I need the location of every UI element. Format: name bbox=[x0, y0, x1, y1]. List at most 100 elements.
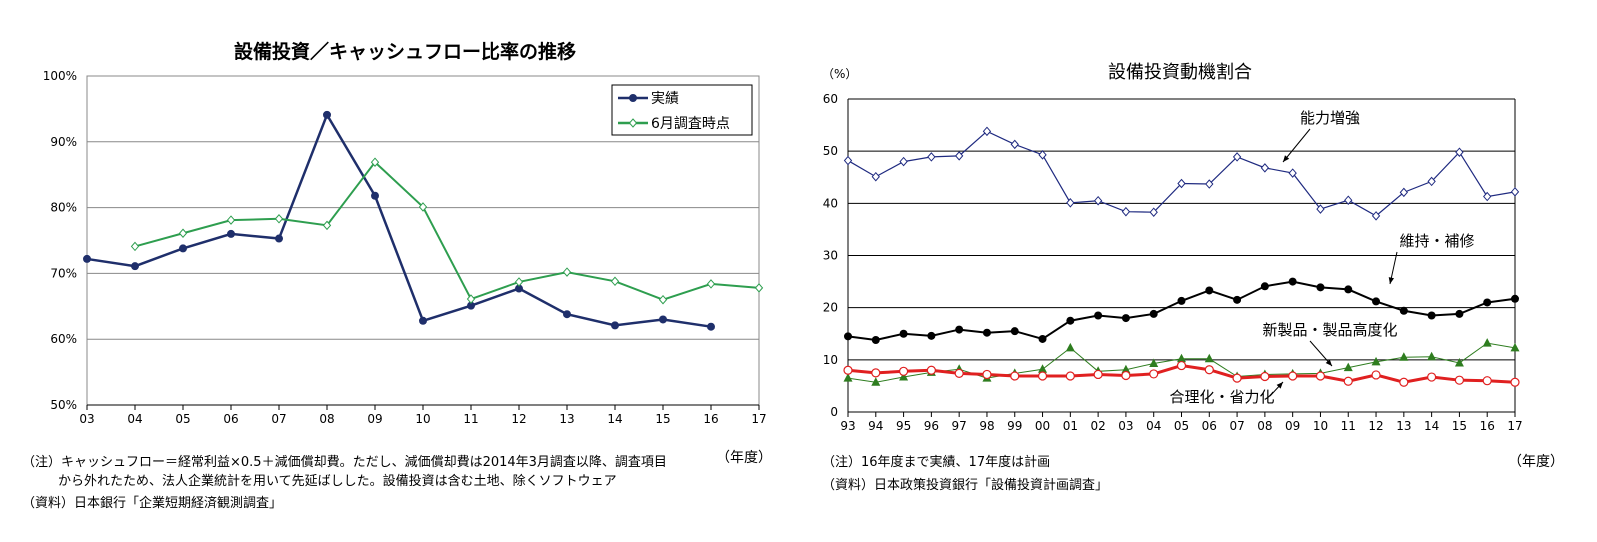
data-point bbox=[1038, 334, 1047, 343]
legend-marker bbox=[629, 94, 637, 102]
data-point bbox=[1038, 364, 1048, 373]
data-point bbox=[1260, 371, 1270, 382]
series-label-1: 維持・補修 bbox=[1399, 232, 1474, 250]
data-point bbox=[659, 315, 667, 324]
x-tick-label: 03 bbox=[1118, 419, 1133, 433]
data-point bbox=[1177, 178, 1186, 189]
data-point bbox=[1149, 369, 1159, 379]
data-point bbox=[1010, 371, 1020, 381]
data-point bbox=[1204, 353, 1214, 363]
x-tick-label: 10 bbox=[1313, 419, 1328, 433]
data-point bbox=[1427, 351, 1437, 361]
x-tick-label: 05 bbox=[175, 412, 190, 426]
x-tick-label: 17 bbox=[1507, 419, 1522, 433]
data-point bbox=[1427, 176, 1436, 187]
data-point bbox=[1372, 297, 1381, 306]
data-point bbox=[1233, 295, 1242, 304]
y-tick-label: 20 bbox=[823, 301, 838, 315]
data-point bbox=[1510, 377, 1520, 387]
arrow-head bbox=[1325, 359, 1332, 366]
data-point bbox=[371, 191, 379, 200]
data-point bbox=[1177, 296, 1186, 305]
x-tick-label: 06 bbox=[223, 412, 238, 426]
data-point bbox=[1316, 204, 1325, 214]
x-tick-label: 00 bbox=[1035, 419, 1050, 433]
x-tick-label: 98 bbox=[979, 419, 994, 433]
data-point bbox=[1455, 309, 1464, 318]
y-tick-label: 60% bbox=[50, 332, 77, 346]
data-point bbox=[1205, 286, 1214, 295]
data-point bbox=[899, 372, 909, 381]
data-point bbox=[419, 316, 427, 325]
data-point bbox=[130, 241, 140, 252]
series-label-3: 合理化・省力化 bbox=[1169, 388, 1274, 406]
data-point bbox=[658, 294, 668, 305]
x-tick-label: 15 bbox=[655, 412, 670, 426]
data-point bbox=[1038, 150, 1047, 160]
data-point bbox=[843, 155, 853, 166]
x-tick-label: 08 bbox=[319, 412, 334, 426]
data-point bbox=[466, 294, 476, 304]
data-point bbox=[1094, 311, 1103, 320]
y-tick-label: 30 bbox=[823, 249, 838, 263]
x-tick-label: 04 bbox=[1146, 419, 1161, 433]
data-point bbox=[899, 329, 908, 338]
x-tick-label: 94 bbox=[868, 419, 883, 433]
left-source: （資料）日本銀行「企業短期経済観測調査」 bbox=[22, 496, 283, 511]
data-point bbox=[1482, 338, 1492, 347]
data-point bbox=[1121, 314, 1130, 323]
data-point bbox=[1093, 369, 1103, 380]
data-point bbox=[898, 366, 909, 376]
data-point bbox=[871, 171, 880, 182]
x-tick-label: 99 bbox=[1007, 419, 1022, 433]
x-tick-label: 16 bbox=[703, 412, 718, 426]
x-tick-label: 93 bbox=[840, 419, 855, 433]
y-tick-label: 0 bbox=[830, 405, 838, 419]
data-point bbox=[178, 228, 188, 239]
data-point bbox=[899, 156, 908, 167]
data-point bbox=[927, 152, 936, 162]
x-tick-label: 96 bbox=[924, 419, 939, 433]
data-point bbox=[1510, 342, 1520, 352]
data-point bbox=[611, 321, 619, 330]
x-tick-label: 16 bbox=[1480, 419, 1495, 433]
data-point bbox=[707, 322, 715, 331]
y-tick-label: 50% bbox=[50, 398, 77, 412]
data-point bbox=[1066, 316, 1075, 325]
data-point bbox=[1204, 365, 1214, 375]
data-point bbox=[370, 157, 380, 167]
series-line-1 bbox=[847, 280, 1516, 342]
series-label-0: 能力増強 bbox=[1300, 109, 1360, 127]
data-point bbox=[322, 220, 332, 231]
x-tick-label: 04 bbox=[127, 412, 142, 426]
data-point bbox=[871, 377, 881, 386]
data-point bbox=[1343, 376, 1353, 386]
data-point bbox=[844, 332, 852, 341]
data-point bbox=[1344, 195, 1353, 205]
x-tick-label: 09 bbox=[367, 412, 382, 426]
data-point bbox=[1510, 187, 1520, 197]
left-chart-title: 設備投資／キャッシュフロー比率の推移 bbox=[234, 40, 576, 63]
data-point bbox=[1454, 357, 1464, 367]
data-point bbox=[1483, 298, 1492, 307]
x-tick-label: 11 bbox=[1341, 419, 1356, 433]
annotation-arrow bbox=[1282, 128, 1311, 163]
data-point bbox=[1121, 370, 1131, 381]
x-tick-label: 12 bbox=[1368, 419, 1383, 433]
data-point bbox=[1065, 342, 1075, 352]
data-point bbox=[955, 151, 964, 161]
y-tick-label: 70% bbox=[50, 266, 77, 280]
x-tick-label: 01 bbox=[1063, 419, 1078, 433]
data-point bbox=[1093, 195, 1103, 206]
y-tick-label: 50 bbox=[823, 144, 838, 158]
data-point bbox=[982, 126, 992, 137]
data-point bbox=[1177, 353, 1186, 363]
data-point bbox=[1399, 306, 1408, 315]
x-tick-label: 14 bbox=[1424, 419, 1439, 433]
x-tick-label: 03 bbox=[79, 412, 94, 426]
data-point bbox=[1511, 294, 1519, 303]
x-tick-label: 95 bbox=[896, 419, 911, 433]
data-point bbox=[982, 369, 992, 380]
left-note-1: （注）キャッシュフロー＝経常利益×0.5＋減価償却費。ただし、減価償却費は201… bbox=[22, 455, 667, 470]
x-tick-label: 97 bbox=[952, 419, 967, 433]
